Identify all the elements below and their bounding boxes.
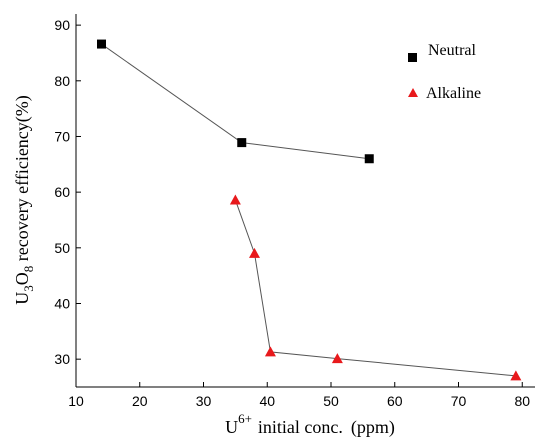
y-tick-label: 80 xyxy=(54,73,70,89)
plot-area xyxy=(75,14,535,388)
y-axis-title-o: O xyxy=(12,272,32,285)
x-axis-ticks: 10 20 30 40 50 60 70 80 xyxy=(68,382,530,409)
x-axis-title-superscript: 6+ xyxy=(238,411,252,426)
x-axis-title-text: initial conc. xyxy=(258,417,343,437)
legend-marker-alkaline xyxy=(408,88,418,97)
series-line-alkaline xyxy=(234,199,516,377)
y-axis-title-sub-8: 8 xyxy=(21,266,36,273)
y-tick-label: 90 xyxy=(54,17,70,33)
x-tick-label: 10 xyxy=(68,393,84,409)
y-axis-title: U3O8 recovery efficiency(%) xyxy=(12,95,36,305)
y-axis-title-sub-3: 3 xyxy=(21,285,36,292)
data-point-neutral xyxy=(364,154,374,164)
legend: Neutral Alkaline xyxy=(408,42,481,102)
y-tick-label: 70 xyxy=(54,128,70,144)
data-point-alkaline xyxy=(510,370,522,381)
x-tick-label: 20 xyxy=(132,393,148,409)
x-tick-label: 70 xyxy=(451,393,467,409)
x-axis-title-base: U xyxy=(225,417,238,437)
data-point-alkaline xyxy=(229,194,241,205)
legend-marker-neutral xyxy=(408,53,417,62)
x-axis-title-unit: (ppm) xyxy=(351,417,395,438)
data-point-alkaline xyxy=(264,346,276,357)
data-point-neutral xyxy=(237,138,247,148)
x-tick-label: 60 xyxy=(387,393,403,409)
x-tick-label: 50 xyxy=(323,393,339,409)
series-layer xyxy=(97,39,522,381)
y-axis-title-u: U xyxy=(12,292,32,305)
data-point-neutral xyxy=(97,39,106,49)
y-tick-label: 30 xyxy=(54,351,70,367)
data-point-alkaline xyxy=(331,353,343,364)
x-axis-title: U6+ initial conc. (ppm) xyxy=(225,411,395,438)
y-tick-label: 60 xyxy=(54,184,70,200)
y-tick-label: 50 xyxy=(54,240,70,256)
legend-label-neutral: Neutral xyxy=(428,42,477,59)
y-tick-label: 40 xyxy=(54,295,70,311)
x-tick-label: 40 xyxy=(259,393,275,409)
y-axis-title-rest: recovery efficiency(%) xyxy=(12,95,33,266)
data-point-alkaline xyxy=(249,247,260,258)
legend-label-alkaline: Alkaline xyxy=(426,85,481,102)
series-line-neutral xyxy=(101,43,370,160)
x-tick-label: 30 xyxy=(196,393,212,409)
y-axis-ticks: 30 40 50 60 70 80 90 xyxy=(54,17,81,367)
x-tick-label: 80 xyxy=(514,393,530,409)
